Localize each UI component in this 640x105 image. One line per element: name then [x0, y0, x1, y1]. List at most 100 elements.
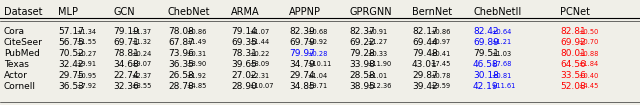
Text: 43.01: 43.01	[412, 60, 438, 69]
Text: Actor: Actor	[4, 71, 28, 80]
Text: 79.48: 79.48	[412, 49, 438, 58]
Text: ChebNet: ChebNet	[168, 7, 211, 17]
Text: ±0.81: ±0.81	[492, 72, 512, 79]
Text: ±0.22: ±0.22	[250, 51, 270, 56]
Text: 57.17: 57.17	[58, 27, 84, 36]
Text: ±2.31: ±2.31	[250, 72, 269, 79]
Text: 36.53: 36.53	[58, 82, 84, 91]
Text: ±1.55: ±1.55	[77, 39, 97, 45]
Text: 67.87: 67.87	[168, 38, 194, 47]
Text: 80.01: 80.01	[560, 49, 586, 58]
Text: 79.51: 79.51	[473, 49, 499, 58]
Text: 69.44: 69.44	[412, 38, 438, 47]
Text: 78.08: 78.08	[168, 27, 194, 36]
Text: 33.56: 33.56	[560, 71, 586, 80]
Text: ±1.34: ±1.34	[77, 28, 97, 35]
Text: 78.31: 78.31	[231, 49, 257, 58]
Text: 73.96: 73.96	[168, 49, 194, 58]
Text: 46.58: 46.58	[473, 60, 499, 69]
Text: ±0.31: ±0.31	[186, 51, 207, 56]
Text: ±12.36: ±12.36	[367, 83, 392, 89]
Text: ±7.68: ±7.68	[492, 62, 512, 68]
Text: 52.08: 52.08	[560, 82, 586, 91]
Text: 34.79: 34.79	[289, 60, 315, 69]
Text: ±2.37: ±2.37	[132, 72, 152, 79]
Text: 69.35: 69.35	[231, 38, 257, 47]
Text: 32.42: 32.42	[58, 60, 83, 69]
Text: ±0.70: ±0.70	[579, 39, 599, 45]
Text: ±0.33: ±0.33	[367, 51, 388, 56]
Text: 78.81: 78.81	[113, 49, 139, 58]
Text: ±10.11: ±10.11	[308, 62, 332, 68]
Text: ARMA: ARMA	[231, 7, 260, 17]
Text: 56.75: 56.75	[58, 38, 84, 47]
Text: ±9.91: ±9.91	[77, 62, 97, 68]
Text: ±0.86: ±0.86	[431, 28, 451, 35]
Text: 29.74: 29.74	[289, 71, 315, 80]
Text: ±1.84: ±1.84	[579, 62, 599, 68]
Text: 34.85: 34.85	[289, 82, 315, 91]
Text: ±1.03: ±1.03	[492, 51, 511, 56]
Text: 29.75: 29.75	[58, 71, 84, 80]
Text: Cornell: Cornell	[4, 82, 36, 91]
Text: ±0.88: ±0.88	[579, 51, 599, 56]
Text: 39.42: 39.42	[412, 82, 438, 91]
Text: 79.28: 79.28	[349, 49, 375, 58]
Text: ±0.95: ±0.95	[77, 72, 97, 79]
Text: 82.37: 82.37	[349, 27, 375, 36]
Text: 36.35: 36.35	[168, 60, 194, 69]
Text: 69.92: 69.92	[560, 38, 586, 47]
Text: 69.71: 69.71	[113, 38, 139, 47]
Text: ±10.07: ±10.07	[250, 83, 274, 89]
Text: ±1.49: ±1.49	[186, 39, 207, 45]
Text: MLP: MLP	[58, 7, 78, 17]
Text: ±0.92: ±0.92	[308, 39, 328, 45]
Text: ±4.45: ±4.45	[579, 83, 599, 89]
Text: 30.18: 30.18	[473, 71, 499, 80]
Text: ±0.27: ±0.27	[77, 51, 97, 56]
Text: 69.89: 69.89	[473, 38, 499, 47]
Text: ±0.64: ±0.64	[492, 28, 512, 35]
Text: Texas: Texas	[4, 60, 29, 69]
Text: ±1.44: ±1.44	[250, 39, 270, 45]
Text: ±0.86: ±0.86	[186, 28, 207, 35]
Text: CiteSeer: CiteSeer	[4, 38, 43, 47]
Text: 26.58: 26.58	[168, 71, 194, 80]
Text: 29.87: 29.87	[412, 71, 438, 80]
Text: Dataset: Dataset	[4, 7, 42, 17]
Text: GPRGNN: GPRGNN	[349, 7, 392, 17]
Text: BernNet: BernNet	[412, 7, 452, 17]
Text: PCNet: PCNet	[560, 7, 590, 17]
Text: ±1.01: ±1.01	[367, 72, 388, 79]
Text: ±0.91: ±0.91	[367, 28, 388, 35]
Text: 82.39: 82.39	[289, 27, 315, 36]
Text: ±11.61: ±11.61	[492, 83, 516, 89]
Text: 34.68: 34.68	[113, 60, 139, 69]
Text: 70.52: 70.52	[58, 49, 84, 58]
Text: 39.65: 39.65	[231, 60, 257, 69]
Text: ±1.04: ±1.04	[308, 72, 328, 79]
Text: GCN: GCN	[113, 7, 134, 17]
Text: 28.58: 28.58	[349, 71, 375, 80]
Text: ±0.50: ±0.50	[579, 28, 599, 35]
Text: 69.22: 69.22	[349, 38, 374, 47]
Text: ±7.45: ±7.45	[431, 62, 451, 68]
Text: ±4.85: ±4.85	[186, 83, 207, 89]
Text: 28.78: 28.78	[168, 82, 194, 91]
Text: ±9.71: ±9.71	[308, 83, 328, 89]
Text: ±8.09: ±8.09	[250, 62, 270, 68]
Text: 32.36: 32.36	[113, 82, 139, 91]
Text: 22.74: 22.74	[113, 71, 138, 80]
Text: 28.90: 28.90	[231, 82, 257, 91]
Text: 82.81: 82.81	[560, 27, 586, 36]
Text: 69.79: 69.79	[289, 38, 315, 47]
Text: 42.19: 42.19	[473, 82, 499, 91]
Text: ±0.24: ±0.24	[132, 51, 152, 56]
Text: 79.14: 79.14	[231, 27, 257, 36]
Text: ±0.78: ±0.78	[431, 72, 451, 79]
Text: ±1.37: ±1.37	[132, 28, 152, 35]
Text: ±7.92: ±7.92	[77, 83, 97, 89]
Text: 33.98: 33.98	[349, 60, 375, 69]
Text: ±1.21: ±1.21	[492, 39, 511, 45]
Text: 82.42: 82.42	[473, 27, 499, 36]
